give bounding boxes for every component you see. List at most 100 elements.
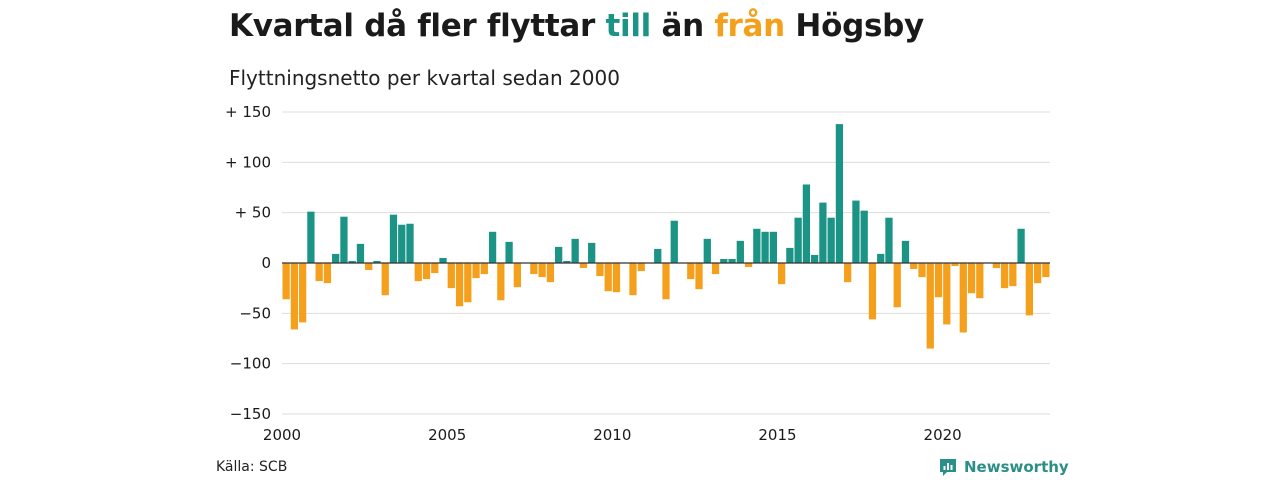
y-tick-label: −50 — [239, 304, 271, 322]
bar — [1025, 263, 1033, 316]
source-label: Källa: SCB — [216, 459, 288, 475]
y-tick-label: −100 — [230, 355, 271, 373]
bar — [637, 263, 645, 272]
title-out-word: från — [714, 8, 785, 44]
bar — [827, 217, 835, 263]
bar — [307, 211, 315, 263]
bar — [348, 260, 356, 263]
bar — [901, 240, 910, 263]
bar — [835, 124, 844, 263]
bar — [943, 263, 951, 325]
bar — [422, 263, 431, 280]
bar — [299, 263, 307, 323]
brand-name: Newsworthy — [964, 458, 1069, 476]
newsworthy-logo-icon — [940, 459, 956, 476]
bar — [1009, 263, 1017, 287]
y-tick-label: 0 — [261, 254, 271, 272]
bar — [497, 263, 505, 301]
bar — [753, 228, 761, 263]
x-tick-label: 2005 — [428, 426, 466, 444]
bar — [786, 247, 794, 263]
bar — [472, 263, 480, 279]
bar — [811, 254, 819, 263]
y-tick-label: + 100 — [225, 153, 271, 171]
bar — [860, 210, 868, 263]
bar — [976, 263, 984, 299]
bar — [967, 263, 976, 294]
bar — [877, 253, 885, 263]
bar — [488, 231, 497, 263]
bar — [439, 257, 447, 263]
title-in-word: till — [605, 8, 651, 44]
bar — [670, 220, 678, 263]
brand-logo: Newsworthy — [938, 457, 1069, 477]
title-part-1: Kvartal då fler flyttar — [229, 8, 606, 44]
bar — [406, 223, 414, 263]
bar — [579, 263, 588, 269]
bar — [794, 217, 802, 263]
bar — [720, 258, 728, 263]
bar — [662, 263, 670, 300]
x-tick-label: 2020 — [924, 426, 962, 444]
bar — [629, 263, 637, 296]
bar — [431, 263, 439, 274]
bar — [290, 263, 299, 330]
bar — [1033, 263, 1042, 284]
bar — [819, 202, 827, 263]
x-tick-label: 2000 — [263, 426, 301, 444]
bar — [926, 263, 934, 349]
bar — [398, 224, 406, 263]
bar — [546, 263, 555, 283]
bar — [332, 253, 340, 263]
bar — [571, 238, 579, 263]
axis-layer: + 150 + 100 + 50 0 −50 −100 −150 2000 2005 2010 20… — [225, 103, 1050, 444]
bar — [464, 263, 472, 303]
bar — [992, 263, 1000, 269]
bar — [885, 217, 893, 263]
bar — [951, 263, 959, 267]
bar — [703, 238, 711, 263]
bar — [480, 263, 488, 275]
bar — [654, 248, 662, 263]
bar — [356, 243, 365, 263]
bar — [769, 231, 777, 263]
bar — [588, 242, 596, 263]
bar — [868, 263, 877, 320]
bar — [711, 263, 720, 275]
bar — [323, 263, 332, 284]
bar — [1017, 228, 1025, 263]
bar — [910, 263, 918, 270]
bar — [373, 260, 381, 263]
chart-subtitle: Flyttningsnetto per kvartal sedan 2000 — [229, 66, 620, 90]
title-part-3: Högsby — [784, 8, 924, 44]
title-part-2: än — [650, 8, 715, 44]
bar — [802, 184, 811, 263]
y-tick-label: −150 — [230, 405, 271, 423]
bar — [959, 263, 967, 333]
x-tick-label: 2015 — [758, 426, 796, 444]
bar — [315, 263, 323, 282]
grid-layer — [282, 111, 1050, 415]
bar — [389, 214, 398, 263]
bar — [612, 263, 621, 293]
bar — [513, 263, 521, 288]
bar — [340, 216, 348, 263]
bar — [447, 263, 455, 289]
bar — [538, 263, 546, 278]
chart-title: Kvartal då fler flyttar till än från Hög… — [229, 8, 924, 44]
bar-layer — [282, 124, 1050, 349]
bar — [365, 263, 373, 271]
bar — [844, 263, 852, 283]
x-tick-label: 2010 — [593, 426, 631, 444]
bar — [282, 263, 290, 300]
bar — [687, 263, 695, 280]
bar — [777, 263, 786, 285]
bar — [934, 263, 943, 298]
bar — [604, 263, 612, 292]
bar — [728, 258, 736, 263]
bar — [1000, 263, 1009, 289]
bar — [505, 241, 513, 263]
bar — [736, 240, 744, 263]
y-tick-label: + 50 — [235, 204, 271, 222]
